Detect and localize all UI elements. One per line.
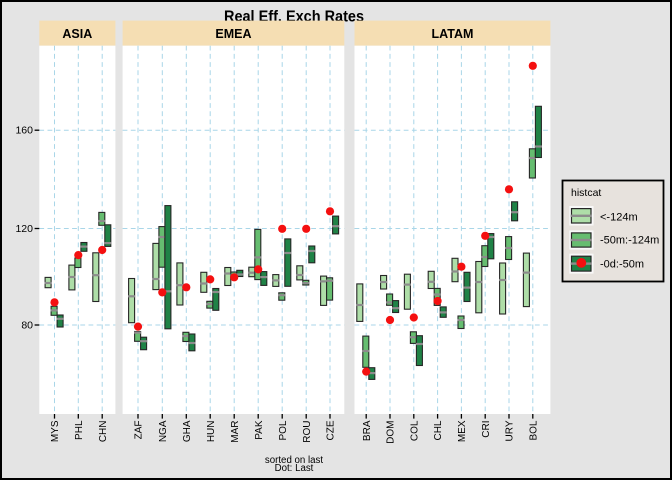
svg-text:DOM: DOM bbox=[386, 421, 397, 444]
svg-text:MYS: MYS bbox=[50, 420, 61, 442]
svg-text:PAK: PAK bbox=[254, 420, 265, 440]
svg-text:COL: COL bbox=[409, 420, 420, 441]
svg-text:histcat: histcat bbox=[571, 187, 601, 199]
svg-text:<-124m: <-124m bbox=[600, 211, 638, 223]
svg-text:MEX: MEX bbox=[457, 420, 468, 442]
svg-text:sorted on last: sorted on last bbox=[265, 455, 323, 466]
svg-text:CHL: CHL bbox=[433, 420, 444, 440]
svg-text:120: 120 bbox=[15, 223, 33, 235]
svg-text:HUN: HUN bbox=[206, 421, 217, 443]
svg-text:PHL: PHL bbox=[74, 420, 85, 440]
svg-text:LATAM: LATAM bbox=[432, 27, 474, 41]
svg-text:POL: POL bbox=[278, 420, 289, 440]
svg-text:-50m:-124m: -50m:-124m bbox=[600, 235, 659, 247]
svg-text:CZE: CZE bbox=[326, 420, 337, 440]
svg-text:-0d:-50m: -0d:-50m bbox=[600, 259, 644, 271]
svg-text:ROU: ROU bbox=[302, 421, 313, 443]
svg-text:CRI: CRI bbox=[481, 421, 492, 438]
svg-text:BRA: BRA bbox=[362, 420, 373, 441]
svg-text:80: 80 bbox=[21, 319, 33, 331]
svg-text:EMEA: EMEA bbox=[215, 27, 251, 41]
svg-text:URY: URY bbox=[505, 420, 516, 441]
svg-text:Dot: Last: Dot: Last bbox=[275, 463, 314, 474]
svg-text:BOL: BOL bbox=[528, 420, 539, 440]
svg-text:GHA: GHA bbox=[182, 420, 193, 442]
svg-text:MAR: MAR bbox=[230, 421, 241, 443]
svg-text:CHN: CHN bbox=[98, 421, 109, 443]
svg-text:ZAF: ZAF bbox=[134, 421, 145, 440]
svg-text:NGA: NGA bbox=[158, 420, 169, 442]
svg-text:160: 160 bbox=[15, 125, 33, 137]
svg-text:ASIA: ASIA bbox=[62, 27, 92, 41]
